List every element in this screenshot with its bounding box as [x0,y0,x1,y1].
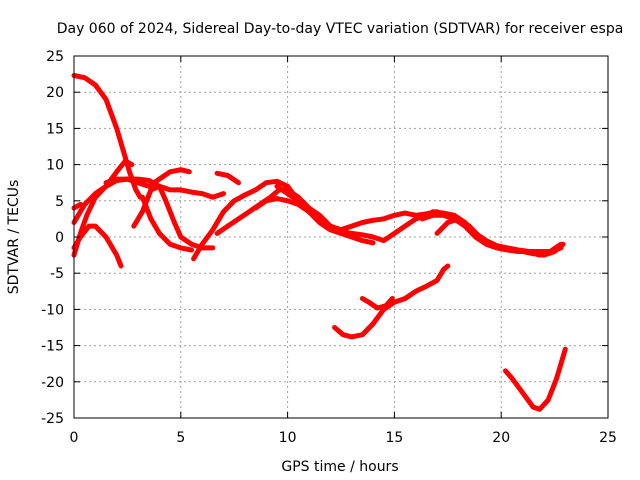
y-tick-label: 15 [46,121,64,137]
y-tick-label: -15 [41,339,64,355]
y-tick-label: 0 [55,230,64,246]
series-line-track-13 [214,170,241,186]
series-line-track-7 [131,183,216,251]
series-line-track-19 [503,346,568,412]
series-line-track-10 [214,187,429,244]
series-line-track-6 [103,176,226,200]
series-line-track-12 [274,183,376,246]
series-line-track-18 [359,296,395,311]
y-tick-label: -25 [41,411,64,427]
series-line-track-9 [191,178,301,262]
y-tick-label: 20 [46,85,64,101]
data-series [71,73,568,412]
y-axis-label: SDTVAR / TECUs [6,180,22,295]
x-tick-label: 15 [385,430,403,446]
grid-lines [74,56,608,418]
y-tick-label: 25 [46,49,64,65]
y-tick-label: 5 [55,194,64,210]
chart-title: Day 060 of 2024, Sidereal Day-to-day VTE… [57,21,624,37]
x-tick-label: 5 [176,430,185,446]
y-tick-label: -5 [50,266,64,282]
axis-ticks: 0 5 10 15 20 25 -25 -20 -15 -10 -5 0 5 10 15 20 25 [41,49,617,446]
series-line-track-8 [139,194,194,253]
x-tick-label: 20 [492,430,510,446]
series-line-track-11 [253,196,440,233]
series-line-track-4 [71,223,124,269]
x-tick-label: 10 [279,430,297,446]
y-tick-label: -20 [41,375,64,391]
y-tick-label: 10 [46,158,64,174]
y-tick-label: -10 [41,302,64,318]
x-axis-label: GPS time / hours [281,459,398,475]
x-tick-label: 25 [599,430,617,446]
series-line-track-16 [434,216,566,258]
series-line-track-5 [71,201,83,211]
x-tick-label: 0 [70,430,79,446]
series-line-track-17 [332,263,451,340]
